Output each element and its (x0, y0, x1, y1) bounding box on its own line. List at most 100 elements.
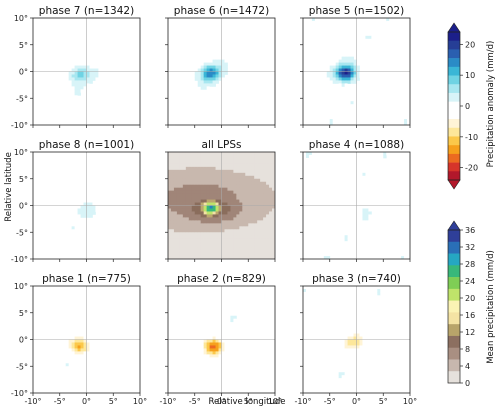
field-cell (233, 175, 237, 180)
field-cell (176, 211, 181, 215)
field-cell (62, 348, 67, 352)
field-cell (266, 226, 270, 230)
field-cell (197, 217, 202, 221)
field-cell (215, 181, 219, 186)
field-cell (188, 178, 193, 183)
field-cell (218, 232, 222, 236)
field-cell (65, 366, 70, 370)
field-cell (86, 354, 90, 358)
field-cell (303, 286, 307, 290)
field-cell (83, 202, 87, 206)
field-cell (230, 193, 234, 197)
field-cell (218, 354, 222, 358)
field-cell (197, 166, 202, 171)
field-cell (257, 152, 261, 156)
field-cell (233, 178, 237, 183)
field-cell (194, 378, 199, 382)
field-cell (194, 160, 199, 165)
field-cell (80, 336, 84, 340)
field-cell (260, 166, 264, 171)
field-cell (230, 297, 234, 302)
field-cell (257, 241, 261, 245)
field-cell (236, 241, 240, 245)
field-cell (194, 181, 199, 186)
mean-colorbar-tick-label: 0 (465, 379, 470, 388)
field-cell (303, 312, 307, 317)
field-cell (200, 342, 205, 346)
x-tick-label: 10° (133, 397, 147, 406)
field-cell (272, 166, 275, 171)
field-cell (209, 199, 213, 203)
field-cell (206, 226, 211, 230)
field-cell (71, 229, 76, 233)
field-cell (236, 193, 240, 197)
field-cell (206, 357, 211, 361)
field-cell (221, 62, 225, 66)
field-cell (236, 232, 240, 236)
mean-colorbar-tick-label: 36 (465, 226, 475, 235)
field-cell (254, 202, 258, 206)
field-cell (272, 160, 275, 165)
field-cell (269, 175, 273, 180)
field-cell (131, 107, 135, 111)
field-cell (263, 160, 267, 165)
field-cell (272, 256, 275, 259)
field-cell (173, 172, 178, 177)
field-cell (239, 229, 243, 233)
field-cell (179, 229, 184, 233)
field-cell (269, 160, 273, 165)
field-cell (233, 256, 237, 259)
field-cell (227, 169, 231, 174)
field-cell (170, 157, 175, 162)
field-cell (191, 166, 196, 171)
field-cell (368, 208, 372, 212)
panel-title: phase 8 (n=1001) (39, 139, 134, 151)
field-cell (95, 50, 99, 55)
field-cell (206, 253, 211, 257)
field-cell (356, 336, 360, 340)
field-cell (272, 211, 275, 215)
anomaly-colorbar-segment (448, 162, 460, 172)
field-cell (95, 77, 99, 81)
field-cell (254, 223, 258, 227)
field-cell (254, 169, 258, 174)
field-cell (224, 86, 228, 90)
field-cell (95, 47, 99, 52)
field-cell (168, 217, 172, 221)
field-cell (251, 193, 255, 197)
field-cell (266, 378, 270, 382)
field-cell (218, 77, 222, 81)
field-cell (263, 187, 267, 192)
field-cell (263, 256, 267, 259)
field-cell (95, 205, 99, 209)
field-cell (86, 74, 90, 78)
field-cell (212, 250, 216, 254)
field-cell (272, 181, 275, 186)
field-cell (71, 223, 76, 227)
field-cell (209, 68, 213, 72)
mean-colorbar-extend-top (447, 220, 461, 231)
field-cell (224, 68, 228, 72)
field-cell (194, 190, 199, 195)
field-cell (206, 208, 211, 212)
field-cell (203, 181, 208, 186)
field-cell (194, 250, 199, 254)
field-cell (269, 214, 273, 218)
field-cell (245, 238, 249, 242)
field-cell (251, 152, 255, 156)
field-cell (200, 220, 205, 224)
field-cell (209, 187, 213, 192)
field-cell (209, 235, 213, 239)
field-cell (74, 345, 78, 349)
field-cell (230, 250, 234, 254)
field-cell (263, 235, 267, 239)
field-cell (236, 220, 240, 224)
field-cell (344, 217, 348, 221)
field-cell (170, 178, 175, 183)
field-cell (221, 184, 225, 189)
field-cell (326, 71, 331, 75)
field-cell (170, 160, 175, 165)
field-cell (206, 68, 211, 72)
field-cell (168, 44, 172, 49)
field-cell (248, 196, 252, 200)
